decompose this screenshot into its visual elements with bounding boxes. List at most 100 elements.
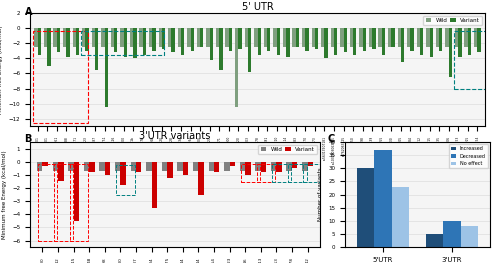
- Bar: [152, 162, 157, 208]
- Bar: [124, 28, 127, 57]
- Bar: [312, 28, 315, 47]
- Bar: [407, 28, 410, 47]
- Bar: [214, 162, 220, 172]
- Bar: [82, 28, 86, 47]
- Bar: [436, 28, 439, 47]
- Bar: [220, 28, 222, 70]
- Bar: [369, 28, 372, 47]
- Bar: [302, 162, 308, 171]
- Bar: [306, 28, 308, 51]
- Bar: [38, 28, 41, 55]
- Bar: [455, 28, 458, 47]
- Bar: [66, 28, 70, 57]
- Bar: [152, 28, 156, 51]
- Bar: [340, 28, 344, 47]
- Bar: [478, 28, 480, 52]
- Bar: [245, 162, 250, 175]
- Bar: [101, 28, 104, 47]
- Bar: [58, 162, 64, 181]
- Bar: [401, 28, 404, 62]
- Bar: [178, 28, 181, 47]
- Legend: Increased, Decreased, No effect: Increased, Decreased, No effect: [449, 144, 488, 168]
- Bar: [224, 162, 230, 171]
- Bar: [286, 162, 292, 171]
- Bar: [410, 28, 414, 51]
- Bar: [86, 28, 89, 51]
- Bar: [374, 150, 392, 247]
- Bar: [267, 28, 270, 51]
- Bar: [52, 162, 58, 171]
- Bar: [261, 162, 266, 172]
- Bar: [198, 162, 204, 195]
- Bar: [200, 28, 203, 47]
- Bar: [388, 28, 392, 47]
- Bar: [100, 162, 105, 171]
- Bar: [190, 28, 194, 51]
- Bar: [187, 28, 190, 47]
- Bar: [264, 28, 267, 47]
- Text: C: C: [328, 134, 335, 144]
- Bar: [276, 28, 280, 55]
- Bar: [54, 28, 57, 47]
- Bar: [68, 162, 73, 171]
- Bar: [216, 28, 220, 47]
- Bar: [296, 28, 299, 47]
- Bar: [271, 162, 276, 171]
- Bar: [426, 234, 444, 247]
- Bar: [392, 187, 409, 247]
- Bar: [274, 28, 276, 47]
- Bar: [84, 162, 89, 171]
- Bar: [111, 28, 114, 47]
- Bar: [235, 28, 238, 107]
- Bar: [226, 28, 229, 47]
- Bar: [315, 28, 318, 49]
- Bar: [37, 162, 43, 171]
- Bar: [378, 28, 382, 47]
- Bar: [360, 28, 362, 47]
- Title: 5' UTR: 5' UTR: [242, 2, 274, 12]
- Bar: [334, 28, 338, 55]
- Legend: Wild, Variant: Wild, Variant: [258, 145, 317, 154]
- Bar: [398, 28, 401, 47]
- Bar: [444, 221, 460, 247]
- Bar: [286, 28, 290, 57]
- Bar: [105, 162, 110, 175]
- Bar: [474, 28, 478, 47]
- Bar: [344, 28, 347, 52]
- Bar: [276, 162, 282, 172]
- Bar: [248, 28, 252, 72]
- Bar: [47, 28, 50, 66]
- Bar: [372, 28, 376, 49]
- Bar: [76, 28, 79, 55]
- Bar: [258, 28, 261, 55]
- Bar: [330, 28, 334, 47]
- Bar: [178, 162, 183, 171]
- Bar: [292, 162, 298, 168]
- Bar: [120, 28, 124, 47]
- Bar: [240, 162, 245, 171]
- Bar: [197, 28, 200, 47]
- Bar: [183, 162, 188, 175]
- Y-axis label: Minimum free Energy (kcal/mol): Minimum free Energy (kcal/mol): [0, 26, 3, 114]
- Bar: [468, 28, 471, 55]
- Bar: [146, 162, 152, 171]
- Bar: [44, 28, 47, 47]
- Bar: [114, 28, 117, 52]
- Bar: [238, 28, 242, 49]
- Bar: [172, 28, 175, 52]
- Bar: [208, 162, 214, 171]
- Y-axis label: Number of variants: Number of variants: [318, 168, 322, 221]
- Bar: [95, 28, 98, 70]
- Bar: [244, 28, 248, 47]
- Bar: [74, 162, 79, 221]
- Bar: [416, 28, 420, 47]
- Bar: [63, 28, 66, 47]
- Bar: [324, 28, 328, 58]
- Bar: [133, 28, 136, 58]
- Bar: [136, 162, 141, 172]
- Text: A: A: [26, 7, 33, 18]
- Bar: [229, 28, 232, 51]
- Bar: [353, 28, 356, 55]
- Y-axis label: Minimum free Energy (kcal/mol): Minimum free Energy (kcal/mol): [2, 150, 6, 239]
- Bar: [162, 162, 167, 171]
